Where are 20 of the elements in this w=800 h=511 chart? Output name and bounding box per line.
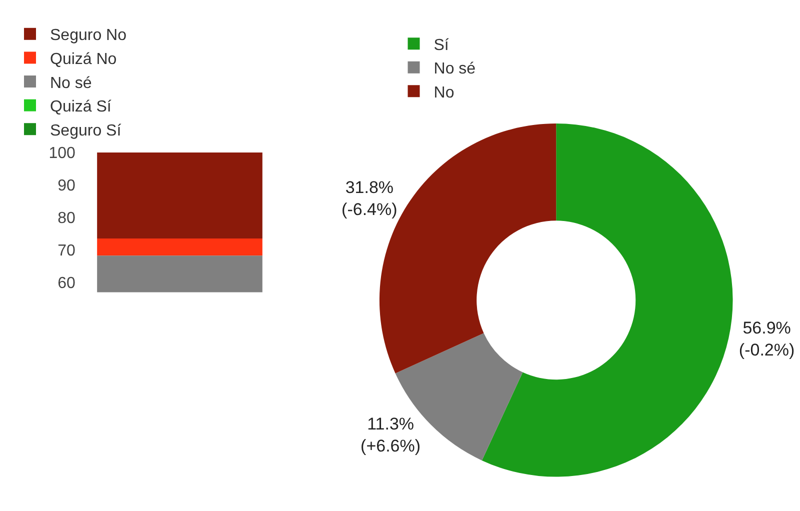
y-tick-label: 90: [58, 178, 76, 195]
data-label: 31.8% (-6.4%): [342, 178, 398, 220]
bar: [97, 238, 262, 256]
donut-slice: [482, 123, 733, 477]
data-label: 11.3% (+6.6%): [360, 414, 421, 456]
y-tick-label: 70: [58, 242, 76, 260]
legend-label: Seguro No: [50, 27, 127, 44]
legend-label: Sí: [434, 36, 450, 54]
y-tick-label: 100: [48, 145, 76, 162]
y-tick-label: 60: [58, 274, 76, 292]
data-label: 56.9% (-0.2%): [738, 318, 795, 360]
y-tick-label: 80: [58, 210, 76, 227]
legend-label: No: [434, 84, 454, 102]
legend-label: No sé: [50, 74, 92, 92]
legend-label: Quizá No: [50, 50, 117, 68]
legend-label: No sé: [434, 60, 476, 78]
bar: [97, 256, 262, 292]
legend-label: Seguro Sí: [50, 122, 122, 140]
bar: [97, 152, 262, 238]
legend-label: Quizá Sí: [50, 98, 112, 116]
